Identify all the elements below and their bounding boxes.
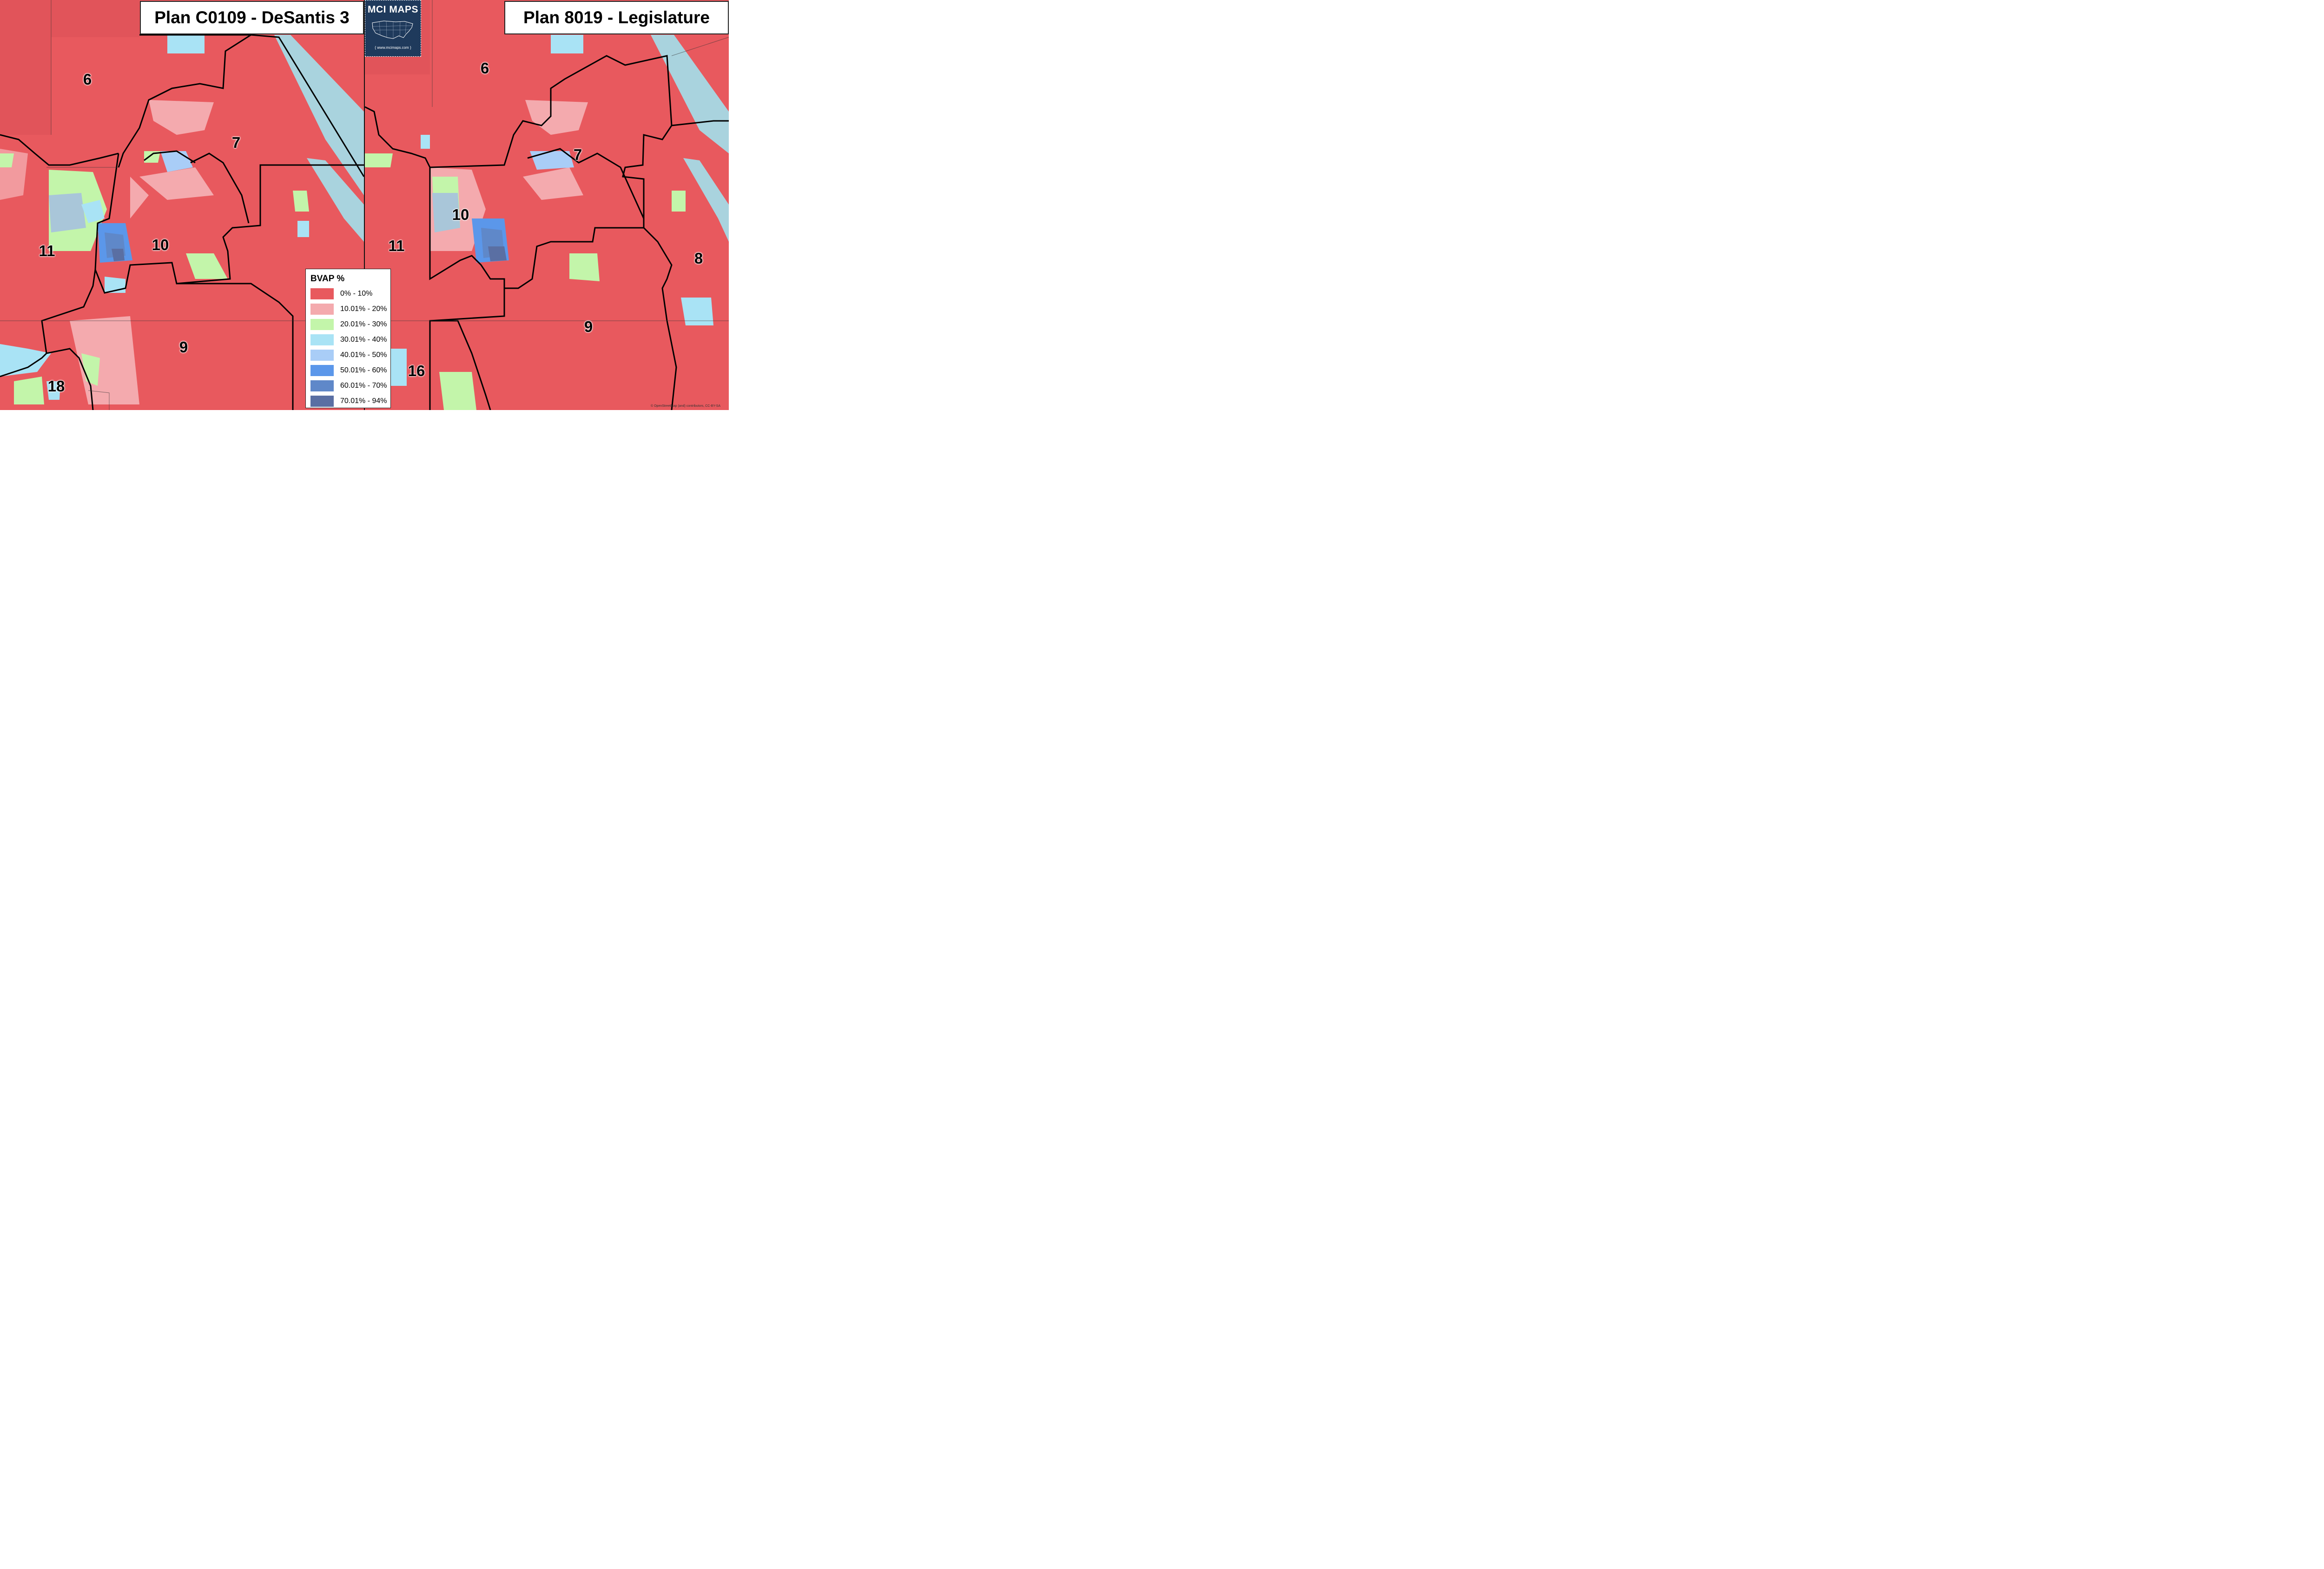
legend-swatch xyxy=(310,365,334,376)
bvap-legend: BVAP % 0% - 10% 10.01% - 20% 20.01% - 30… xyxy=(305,269,391,408)
legend-item: 10.01% - 20% xyxy=(310,304,387,315)
lake xyxy=(0,344,51,377)
right-map xyxy=(365,0,729,410)
left-district-10-label: 10 xyxy=(152,236,169,253)
lagoon xyxy=(307,158,364,242)
right-district-7-label: 7 xyxy=(573,146,582,163)
right-district-9-label: 9 xyxy=(584,318,593,335)
legend-label: 20.01% - 30% xyxy=(340,320,387,328)
legend-label: 60.01% - 70% xyxy=(340,382,387,390)
district-boundaries xyxy=(365,55,729,410)
legend-item: 0% - 10% xyxy=(310,288,372,299)
legend-label: 0% - 10% xyxy=(340,290,373,298)
legend-label: 70.01% - 94% xyxy=(340,397,387,405)
legend-item: 60.01% - 70% xyxy=(310,380,387,391)
right-district-6-label: 6 xyxy=(480,60,489,77)
legend-swatch xyxy=(310,304,334,315)
map-credit: © OpenStreetMap (and) contributors, CC-B… xyxy=(651,404,721,408)
left-plan-title: Plan C0109 - DeSantis 3 xyxy=(140,1,364,34)
legend-item: 30.01% - 40% xyxy=(310,334,387,345)
legend-label: 40.01% - 50% xyxy=(340,351,387,359)
legend-label: 10.01% - 20% xyxy=(340,305,387,313)
legend-title: BVAP % xyxy=(310,274,345,284)
left-district-9-label: 9 xyxy=(179,338,188,356)
legend-swatch xyxy=(310,288,334,299)
right-district-8-label: 8 xyxy=(694,250,703,267)
us-map-icon xyxy=(371,20,413,39)
panel-divider xyxy=(364,0,365,410)
legend-label: 30.01% - 40% xyxy=(340,336,387,344)
logo-url: { www.mcimaps.com } xyxy=(375,46,411,50)
left-district-18-label: 18 xyxy=(47,377,65,395)
ocean xyxy=(651,35,729,153)
district-boundaries xyxy=(0,34,364,410)
legend-swatch xyxy=(310,350,334,361)
legend-item: 40.01% - 50% xyxy=(310,350,387,361)
right-district-16-label: 16 xyxy=(408,362,425,379)
left-district-11-label: 11 xyxy=(39,242,55,259)
right-map-panel[interactable] xyxy=(365,0,729,410)
legend-swatch xyxy=(310,334,334,345)
right-plan-title: Plan 8019 - Legislature xyxy=(504,1,729,34)
legend-swatch xyxy=(310,396,334,407)
mci-maps-logo: MCI MAPS { www.mcimaps.com } xyxy=(365,0,421,57)
legend-swatch xyxy=(310,319,334,330)
legend-label: 50.01% - 60% xyxy=(340,366,387,374)
right-district-11-label: 11 xyxy=(388,237,405,254)
legend-swatch xyxy=(310,380,334,391)
right-district-10-label: 10 xyxy=(452,206,469,223)
legend-item: 50.01% - 60% xyxy=(310,365,387,376)
logo-title: MCI MAPS xyxy=(368,4,418,15)
left-map-panel[interactable] xyxy=(0,0,364,410)
left-district-6-label: 6 xyxy=(83,71,92,88)
ocean xyxy=(274,35,364,195)
left-district-7-label: 7 xyxy=(231,134,241,151)
legend-item: 70.01% - 94% xyxy=(310,396,387,407)
legend-item: 20.01% - 30% xyxy=(310,319,387,330)
left-map xyxy=(0,0,364,410)
lagoon xyxy=(683,158,729,242)
